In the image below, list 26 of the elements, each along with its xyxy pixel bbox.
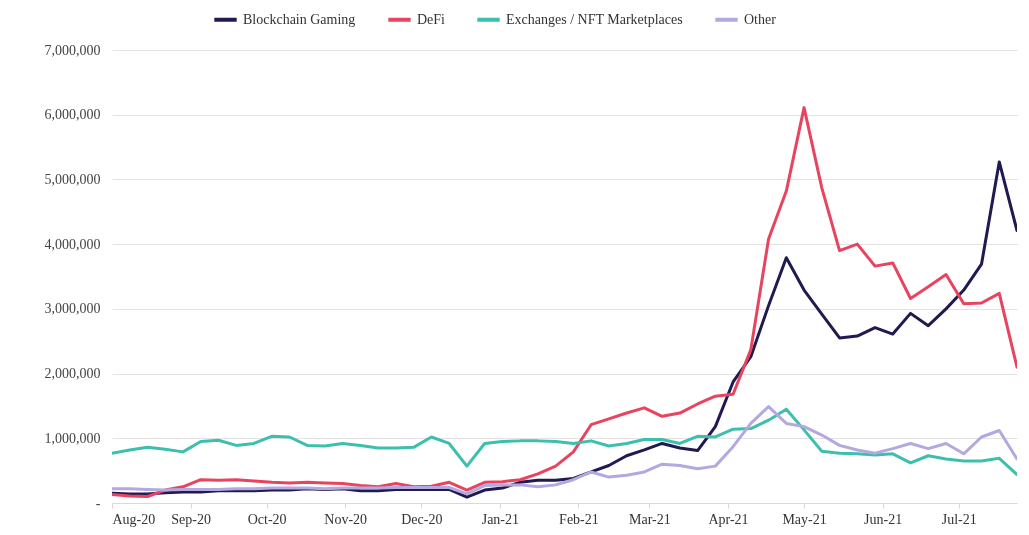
x-tick-label: Aug-20 (112, 511, 156, 527)
line-series (112, 405, 1017, 496)
y-tick-label: 4,000,000 (44, 236, 101, 252)
line-series (112, 407, 1017, 477)
y-tick-label: 1,000,000 (44, 430, 101, 446)
y-tick-label: 3,000,000 (44, 301, 101, 317)
legend-label: DeFi (417, 11, 446, 27)
x-tick-label: Feb-21 (559, 511, 599, 527)
x-tick-label: Jun-21 (864, 511, 903, 527)
x-tick-label: Dec-20 (401, 511, 443, 527)
y-tick-label: 5,000,000 (44, 171, 101, 187)
legend-label: Exchanges / NFT Marketplaces (506, 11, 683, 27)
x-tick-label: Jul-21 (941, 511, 977, 527)
x-tick-label: Nov-20 (324, 511, 368, 527)
x-tick-label: Apr-21 (708, 511, 749, 527)
y-tick-label: 6,000,000 (44, 107, 101, 123)
x-tick-label: May-21 (782, 511, 827, 527)
y-tick-label: 7,000,000 (44, 42, 101, 58)
legend-label: Other (744, 11, 777, 27)
x-tick-label: Oct-20 (247, 511, 287, 527)
y-tick-label: 2,000,000 (44, 366, 101, 382)
y-tick-label: - (95, 495, 101, 511)
x-tick-label: Sep-20 (171, 511, 211, 527)
legend-label: Blockchain Gaming (243, 11, 356, 27)
x-tick-label: Jan-21 (481, 511, 520, 527)
x-tick-label: Mar-21 (629, 511, 671, 527)
